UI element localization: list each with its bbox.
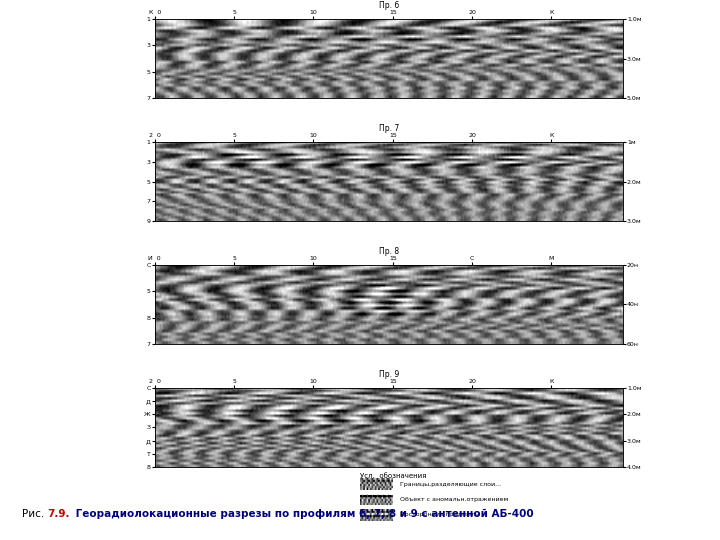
Text: Посторонние предметы: Посторонние предметы	[400, 512, 479, 517]
Title: Пр. 7: Пр. 7	[379, 124, 399, 133]
Text: Объект с аномальн.отражением: Объект с аномальн.отражением	[400, 497, 508, 502]
Title: Пр. 6: Пр. 6	[379, 1, 399, 10]
Text: Рис.: Рис.	[22, 509, 47, 519]
Text: 7.9.: 7.9.	[47, 509, 69, 519]
Text: Границы,разделяющие слои...: Границы,разделяющие слои...	[400, 482, 500, 487]
Title: Пр. 8: Пр. 8	[379, 247, 399, 255]
Text: Георадиолокационные разрезы по профилям 6, 7, 8 и 9 с антенной АБ-400: Георадиолокационные разрезы по профилям …	[72, 509, 534, 519]
Title: Пр. 9: Пр. 9	[379, 369, 399, 379]
Text: Усл.  обозначения: Усл. обозначения	[360, 472, 426, 478]
